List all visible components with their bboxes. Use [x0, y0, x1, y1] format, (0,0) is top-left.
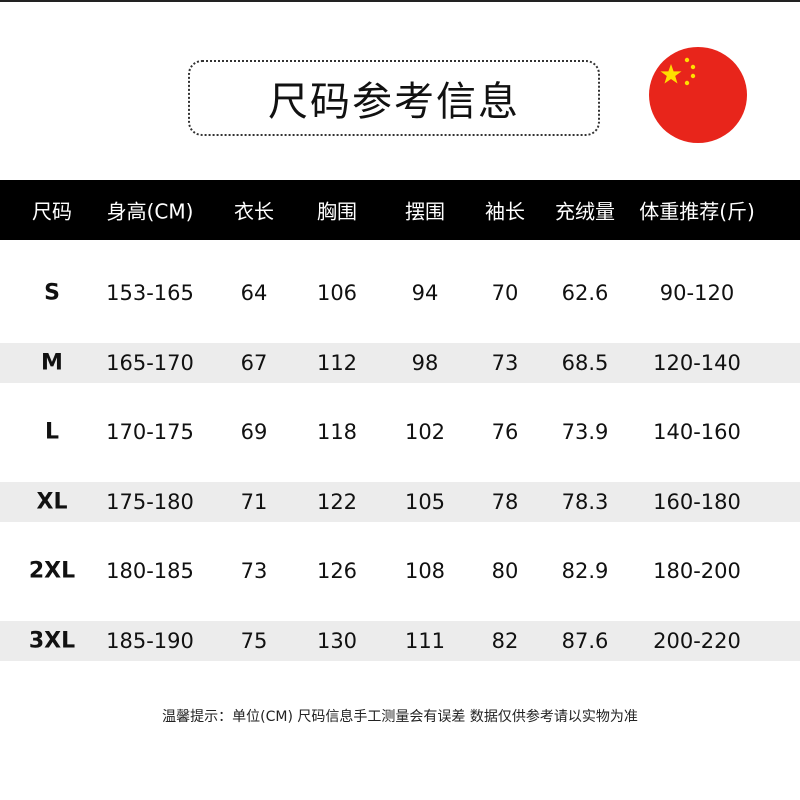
- table-cell: 185-190: [106, 629, 194, 653]
- table-cell: 111: [404, 629, 446, 653]
- table-cell: 112: [316, 350, 358, 375]
- table-cell: 90-120: [659, 281, 735, 305]
- table-cell: 106: [316, 281, 358, 305]
- column-header: 袖长: [485, 199, 525, 224]
- table-cell: 76: [491, 420, 519, 445]
- table-cell: 62.6: [561, 281, 609, 305]
- size-label: L: [44, 419, 60, 445]
- column-header: 衣长: [234, 199, 274, 224]
- table-cell: 98: [411, 350, 439, 375]
- table-cell: 126: [316, 559, 358, 584]
- table-header: 尺码 身高(CM) 衣长 胸围 摆围 袖长 充绒量 体重推荐(斤): [0, 180, 800, 240]
- table-cell: 153-165: [106, 281, 194, 305]
- table-cell: 80: [491, 559, 519, 584]
- table-cell: 120-140: [653, 350, 741, 375]
- table-cell: 180-200: [653, 559, 741, 584]
- size-label: M: [41, 350, 63, 376]
- column-header: 胸围: [317, 199, 357, 224]
- table-cell: 175-180: [106, 489, 194, 514]
- column-header: 体重推荐(斤): [639, 199, 755, 224]
- table-cell: 122: [316, 489, 358, 514]
- row-stripe: [0, 342, 800, 383]
- top-border: [0, 0, 800, 2]
- table-cell: 82: [491, 629, 519, 653]
- table-cell: 130: [316, 629, 358, 653]
- table-cell: 69: [240, 420, 268, 445]
- table-cell: 94: [411, 281, 439, 305]
- size-label: 3XL: [28, 628, 76, 654]
- size-label: S: [44, 280, 60, 306]
- table-cell: 170-175: [106, 420, 194, 445]
- table-cell: 180-185: [106, 559, 194, 584]
- column-header: 身高(CM): [106, 199, 194, 224]
- table-cell: 73.9: [561, 420, 609, 445]
- size-label: 2XL: [28, 558, 76, 584]
- row-stripe: [0, 621, 800, 661]
- table-cell: 68.5: [561, 350, 609, 375]
- table-cell: 70: [491, 281, 519, 305]
- table-cell: 108: [404, 559, 446, 584]
- table-cell: 87.6: [561, 629, 609, 653]
- table-row: L 170-175 69 118 102 76 73.9 140-160: [0, 397, 800, 467]
- size-label: XL: [36, 489, 68, 515]
- table-cell: 64: [240, 281, 268, 305]
- column-header: 尺码: [32, 199, 72, 224]
- table-cell: 118: [316, 420, 358, 445]
- table-cell: 140-160: [653, 420, 741, 445]
- table-cell: 67: [240, 350, 268, 375]
- table-cell: 78: [491, 489, 519, 514]
- table-row: S 153-165 64 106 94 70 62.6 90-120: [0, 258, 800, 328]
- table-row: M 165-170 67 112 98 73 68.5 120-140: [0, 328, 800, 398]
- table-cell: 165-170: [106, 350, 194, 375]
- table-cell: 73: [240, 559, 268, 584]
- table-cell: 200-220: [653, 629, 741, 653]
- footnote: 温馨提示：单位(CM) 尺码信息手工测量会有误差 数据仅供参考请以实物为准: [162, 709, 638, 725]
- table-row: 3XL 185-190 75 130 111 82 87.6 200-220: [0, 606, 800, 676]
- row-stripe: [0, 481, 800, 522]
- table-row: 2XL 180-185 73 126 108 80 82.9 180-200: [0, 536, 800, 606]
- table-cell: 75: [240, 629, 268, 653]
- table-cell: 78.3: [561, 489, 609, 514]
- page-title: 尺码参考信息: [188, 60, 600, 136]
- table-cell: 82.9: [561, 559, 609, 584]
- table-cell: 160-180: [653, 489, 741, 514]
- table-row: XL 175-180 71 122 105 78 78.3 160-180: [0, 467, 800, 537]
- table-cell: 73: [491, 350, 519, 375]
- table-cell: 105: [404, 489, 446, 514]
- table-cell: 102: [404, 420, 446, 445]
- table-cell: 71: [240, 489, 268, 514]
- column-header: 摆围: [405, 199, 445, 224]
- china-flag-icon: [649, 47, 747, 143]
- column-header: 充绒量: [555, 199, 615, 224]
